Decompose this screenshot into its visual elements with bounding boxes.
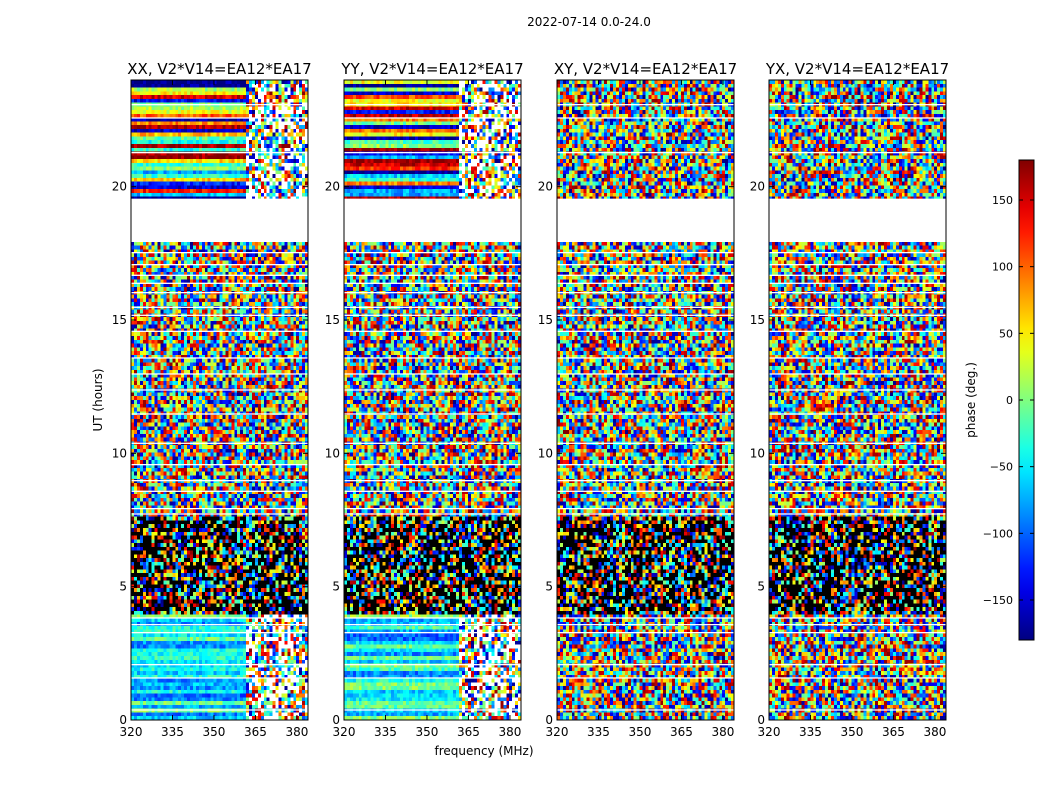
y-tick-label: 0 xyxy=(757,713,765,727)
x-tick-label: 320 xyxy=(758,725,781,739)
panel-yx: YX, V2*V14=EA12*EA17 0 5 10 15 20 320 335 350 365… xyxy=(750,60,949,739)
colorbar-tick-label: −50 xyxy=(990,461,1013,474)
y-tick-label: 5 xyxy=(545,580,553,594)
colorbar-tick-label: 50 xyxy=(999,327,1013,340)
x-tick-label: 350 xyxy=(416,725,439,739)
y-tick-label: 5 xyxy=(119,580,127,594)
heatmap-cells xyxy=(769,80,947,721)
y-tick-label: 0 xyxy=(545,713,553,727)
flagged-gap xyxy=(344,198,521,242)
x-tick-label: 365 xyxy=(244,725,267,739)
colorbar-tick-label: −100 xyxy=(983,527,1013,540)
x-tick-label: 350 xyxy=(841,725,864,739)
x-tick-label: 365 xyxy=(670,725,693,739)
panel-yy: YY, V2*V14=EA12*EA17 0 5 10 15 20 320 335 350 365… xyxy=(325,60,524,739)
x-tick-label: 335 xyxy=(799,725,822,739)
colorbar-tick-label: 150 xyxy=(992,194,1013,207)
flagged-gap xyxy=(769,198,946,242)
x-tick-label: 335 xyxy=(587,725,610,739)
y-tick-label: 15 xyxy=(538,313,553,327)
panel-frame xyxy=(343,79,522,721)
y-tick-label: 15 xyxy=(325,313,340,327)
y-tick-label: 10 xyxy=(112,446,127,460)
colorbar-tick-label: 100 xyxy=(992,261,1013,274)
x-tick-label: 380 xyxy=(498,725,521,739)
x-tick-label: 365 xyxy=(457,725,480,739)
y-tick-label: 20 xyxy=(325,180,340,194)
x-tick-label: 365 xyxy=(882,725,905,739)
x-tick-label: 320 xyxy=(120,725,143,739)
colorbar-tick-label: 0 xyxy=(1006,394,1013,407)
x-tick-label: 350 xyxy=(203,725,226,739)
flag-lines xyxy=(769,104,946,711)
y-tick-label: 0 xyxy=(119,713,127,727)
panel-frame xyxy=(130,79,309,721)
panels: XX, V2*V14=EA12*EA17 0 5 10 15 20 320 335 350 365… xyxy=(112,60,949,739)
colorbar-label: phase (deg.) xyxy=(964,362,978,438)
x-tick-label: 335 xyxy=(374,725,397,739)
y-tick-label: 20 xyxy=(538,180,553,194)
y-tick-label: 5 xyxy=(757,580,765,594)
x-tick-label: 350 xyxy=(629,725,652,739)
colorbar: −150 −100 −50 0 50 100 150 xyxy=(983,159,1035,641)
y-tick-label: 20 xyxy=(112,180,127,194)
y-tick-label: 0 xyxy=(332,713,340,727)
y-tick-label: 20 xyxy=(750,180,765,194)
flag-lines xyxy=(131,104,308,711)
x-tick-label: 380 xyxy=(285,725,308,739)
y-tick-label: 15 xyxy=(750,313,765,327)
y-tick-label: 15 xyxy=(112,313,127,327)
colorbar-tick-label: −150 xyxy=(983,594,1013,607)
flagged-gap xyxy=(557,198,734,242)
panel-frame xyxy=(768,79,947,721)
panel-title: YX, V2*V14=EA12*EA17 xyxy=(765,60,949,78)
x-tick-label: 335 xyxy=(161,725,184,739)
x-tick-label: 320 xyxy=(546,725,569,739)
flag-lines xyxy=(557,104,734,711)
x-tick-label: 320 xyxy=(333,725,356,739)
panel-xx: XX, V2*V14=EA12*EA17 0 5 10 15 20 320 335 350 365… xyxy=(112,60,312,739)
figure-suptitle: 2022-07-14 0.0-24.0 xyxy=(527,15,651,29)
y-axis-label: UT (hours) xyxy=(91,368,105,431)
y-tick-label: 10 xyxy=(750,446,765,460)
y-tick-label: 10 xyxy=(538,446,553,460)
panel-frame xyxy=(556,79,735,721)
panel-xy: XY, V2*V14=EA12*EA17 0 5 10 15 20 320 335 350 365… xyxy=(538,60,737,739)
y-tick-label: 10 xyxy=(325,446,340,460)
x-axis-label: frequency (MHz) xyxy=(434,744,533,758)
flag-lines xyxy=(344,104,521,711)
y-tick-label: 5 xyxy=(332,580,340,594)
x-tick-label: 380 xyxy=(711,725,734,739)
x-tick-label: 380 xyxy=(923,725,946,739)
panel-title: XY, V2*V14=EA12*EA17 xyxy=(554,60,737,78)
panel-title: XX, V2*V14=EA12*EA17 xyxy=(127,60,311,78)
flagged-gap xyxy=(131,198,308,242)
panel-title: YY, V2*V14=EA12*EA17 xyxy=(340,60,523,78)
